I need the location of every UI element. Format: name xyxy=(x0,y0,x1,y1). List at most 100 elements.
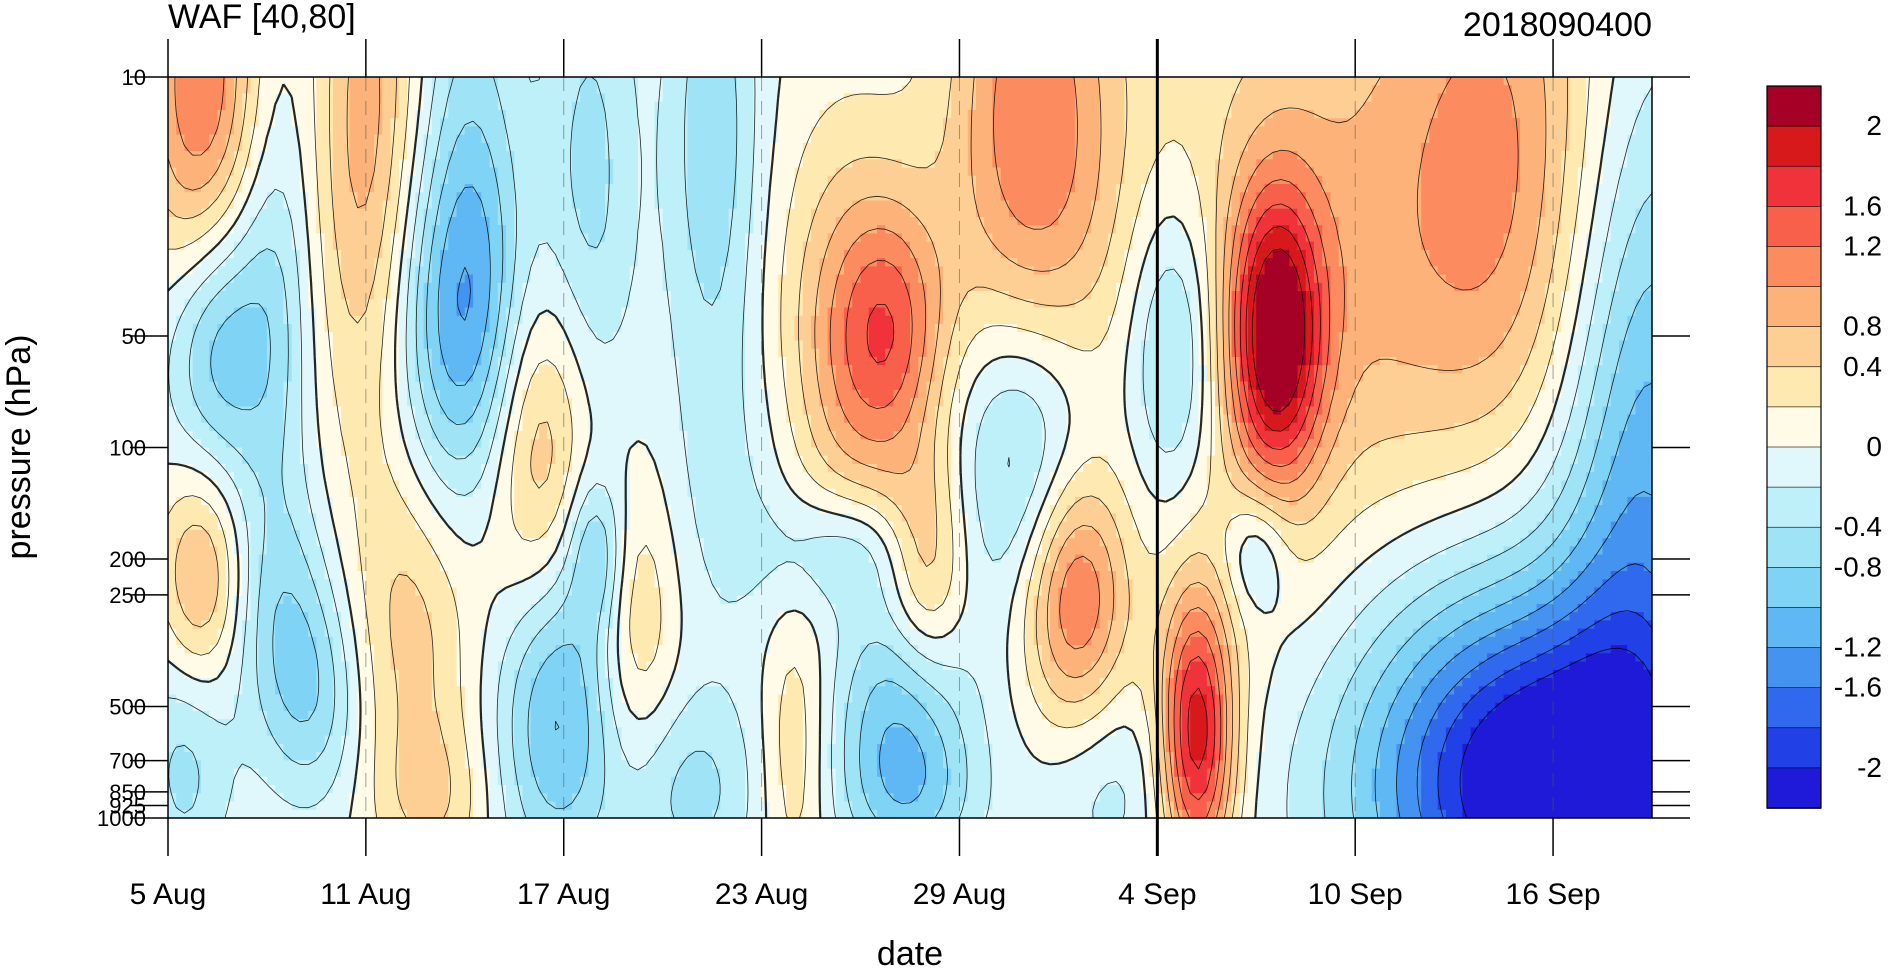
contour-cell xyxy=(778,126,787,136)
contour-cell xyxy=(662,266,672,276)
contour-cell xyxy=(382,118,392,127)
contour-cell xyxy=(1577,151,1587,160)
contour-cell xyxy=(580,159,590,169)
contour-cell xyxy=(637,208,647,218)
contour-cell xyxy=(975,266,985,276)
contour-cell xyxy=(530,118,540,127)
contour-cell xyxy=(1305,77,1315,86)
contour-cell xyxy=(1313,241,1323,251)
contour-cell xyxy=(712,192,721,202)
contour-cell xyxy=(1058,151,1068,160)
contour-cell xyxy=(745,291,754,300)
contour-cell xyxy=(1388,200,1398,210)
contour-cell xyxy=(654,151,664,160)
contour-cell xyxy=(827,258,837,267)
contour-cell xyxy=(934,142,944,152)
contour-cell xyxy=(984,249,994,259)
contour-cell xyxy=(687,299,697,309)
contour-cell xyxy=(1099,274,1109,284)
contour-cell xyxy=(712,208,721,218)
contour-cell xyxy=(967,291,977,300)
contour-cell xyxy=(1206,101,1216,111)
contour-cell xyxy=(695,159,705,169)
contour-cell xyxy=(184,233,194,243)
contour-cell xyxy=(662,151,672,160)
contour-cell xyxy=(1454,118,1463,127)
contour-cell xyxy=(233,192,243,202)
contour-cell xyxy=(736,134,746,144)
contour-cell xyxy=(1470,85,1480,95)
contour-cell xyxy=(341,258,350,267)
contour-cell xyxy=(629,249,639,259)
contour-cell xyxy=(1074,233,1084,243)
contour-cell xyxy=(1421,225,1430,235)
contour-cell xyxy=(1313,291,1323,300)
contour-cell xyxy=(794,291,804,300)
contour-cell xyxy=(629,266,639,276)
contour-cell xyxy=(1338,241,1348,251)
contour-cell xyxy=(242,274,252,284)
contour-cell xyxy=(1627,175,1637,185)
contour-cell xyxy=(489,241,499,251)
contour-cell xyxy=(1157,77,1167,86)
contour-cell xyxy=(1140,241,1150,251)
contour-cell xyxy=(1215,216,1224,226)
contour-cell xyxy=(522,126,532,136)
contour-cell xyxy=(769,225,779,235)
contour-cell xyxy=(1643,291,1652,300)
contour-cell xyxy=(456,126,466,136)
contour-cell xyxy=(588,93,598,103)
contour-cell xyxy=(852,134,862,144)
contour-cell xyxy=(1083,249,1092,259)
contour-cell xyxy=(679,282,688,292)
contour-cell xyxy=(1107,85,1117,95)
contour-cell xyxy=(703,216,713,226)
contour-cell xyxy=(1544,241,1554,251)
contour-cell xyxy=(1553,134,1562,144)
contour-cell xyxy=(530,77,540,86)
contour-cell xyxy=(918,233,928,243)
contour-cell xyxy=(539,233,548,243)
contour-cell xyxy=(1569,258,1579,267)
contour-cell xyxy=(1157,249,1167,259)
contour-cell xyxy=(1619,85,1628,95)
contour-cell xyxy=(1322,85,1332,95)
contour-cell xyxy=(918,126,928,136)
contour-cell xyxy=(613,200,623,210)
contour-cell xyxy=(778,85,787,95)
contour-cell xyxy=(1429,134,1439,144)
contour-cell xyxy=(1338,175,1348,185)
contour-cell xyxy=(819,118,829,127)
contour-cell xyxy=(1553,258,1562,267)
contour-cell xyxy=(1231,200,1241,210)
contour-cell xyxy=(1215,93,1224,103)
contour-cell xyxy=(1445,101,1455,111)
contour-cell xyxy=(1050,134,1059,144)
contour-cell xyxy=(1017,225,1027,235)
contour-cell xyxy=(926,85,936,95)
contour-cell xyxy=(794,216,804,226)
contour-cell xyxy=(1619,258,1628,267)
contour-cell xyxy=(1577,142,1587,152)
contour-cell xyxy=(1099,159,1109,169)
contour-cell xyxy=(910,266,919,276)
contour-cell xyxy=(893,274,903,284)
contour-cell xyxy=(1239,126,1249,136)
contour-cell xyxy=(769,85,779,95)
contour-cell xyxy=(1000,175,1010,185)
contour-cell xyxy=(827,167,837,177)
contour-cell xyxy=(184,93,194,103)
contour-cell xyxy=(184,192,194,202)
contour-cell xyxy=(1099,142,1109,152)
contour-cell xyxy=(1215,134,1224,144)
contour-cell xyxy=(209,233,219,243)
contour-cell xyxy=(844,225,853,235)
contour-cell xyxy=(1165,208,1175,218)
contour-cell xyxy=(951,274,961,284)
contour-cell xyxy=(506,225,515,235)
contour-cell xyxy=(1421,216,1430,226)
contour-cell xyxy=(802,77,812,86)
contour-cell xyxy=(1083,77,1092,86)
contour-cell xyxy=(1569,101,1579,111)
contour-cell xyxy=(786,266,796,276)
